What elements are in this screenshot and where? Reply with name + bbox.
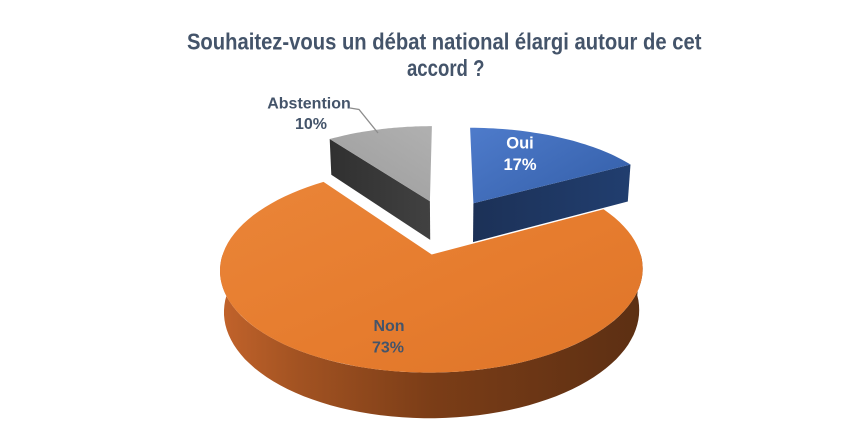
svg-text:Abstention: Abstention	[267, 96, 351, 113]
svg-text:Non: Non	[373, 318, 404, 335]
svg-text:10%: 10%	[295, 116, 327, 133]
svg-text:Souhaitez-vous un débat nation: Souhaitez-vous un débat national élargi …	[187, 28, 702, 54]
svg-text:73%: 73%	[372, 340, 404, 357]
svg-text:Oui: Oui	[506, 135, 534, 153]
svg-text:17%: 17%	[503, 156, 536, 174]
svg-text:accord ?: accord ?	[407, 55, 485, 81]
